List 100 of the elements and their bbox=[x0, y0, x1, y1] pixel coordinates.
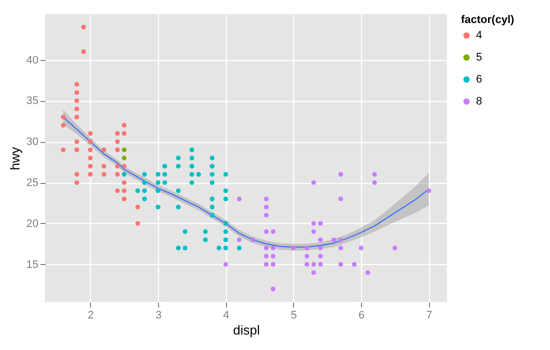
point bbox=[60, 147, 66, 152]
point bbox=[81, 24, 86, 30]
point bbox=[264, 246, 269, 250]
point bbox=[210, 172, 215, 177]
x-tick-label: 7 bbox=[426, 310, 432, 322]
point bbox=[338, 262, 344, 267]
legend-label: 6 bbox=[476, 74, 482, 86]
point bbox=[210, 164, 215, 169]
point bbox=[102, 164, 106, 169]
point bbox=[60, 114, 66, 120]
point bbox=[74, 114, 80, 120]
legend-label: 4 bbox=[476, 30, 482, 42]
point bbox=[270, 262, 276, 267]
point bbox=[190, 172, 194, 177]
point bbox=[88, 164, 93, 169]
point bbox=[264, 254, 269, 259]
point bbox=[122, 156, 127, 160]
point bbox=[156, 172, 160, 177]
point bbox=[210, 180, 215, 185]
point bbox=[291, 246, 296, 250]
point bbox=[304, 254, 310, 259]
point bbox=[223, 237, 228, 242]
point bbox=[311, 180, 316, 185]
point bbox=[318, 262, 323, 267]
point bbox=[264, 262, 269, 267]
point bbox=[236, 246, 242, 250]
point bbox=[182, 246, 188, 250]
point bbox=[352, 262, 357, 267]
x-axis-title: displ bbox=[233, 322, 260, 338]
point bbox=[122, 196, 127, 202]
point bbox=[102, 172, 106, 177]
point bbox=[122, 180, 127, 185]
point bbox=[74, 147, 80, 152]
y-tick-label: 40 bbox=[26, 54, 38, 66]
point bbox=[156, 180, 160, 185]
point bbox=[236, 237, 242, 242]
x-tick-label: 6 bbox=[358, 310, 365, 322]
point bbox=[270, 229, 276, 234]
y-tick-label: 35 bbox=[26, 95, 38, 108]
point bbox=[176, 156, 181, 160]
point bbox=[122, 131, 127, 136]
point bbox=[223, 229, 228, 234]
x-tick-label: 2 bbox=[88, 310, 94, 322]
point bbox=[176, 204, 181, 210]
point bbox=[156, 188, 160, 194]
point bbox=[223, 188, 228, 194]
x-tick-label: 4 bbox=[223, 310, 230, 322]
point bbox=[318, 254, 323, 259]
point bbox=[311, 221, 316, 226]
point bbox=[88, 139, 93, 144]
point bbox=[304, 262, 310, 267]
point bbox=[372, 180, 377, 185]
point bbox=[74, 172, 80, 177]
x-tick-label: 5 bbox=[290, 310, 297, 322]
point bbox=[74, 82, 80, 87]
point bbox=[311, 262, 316, 267]
point bbox=[74, 180, 80, 185]
point bbox=[88, 131, 93, 136]
point bbox=[223, 221, 228, 226]
legend-title: factor(cyl) bbox=[461, 14, 515, 26]
point bbox=[264, 212, 269, 218]
point bbox=[250, 237, 256, 242]
point bbox=[135, 221, 140, 226]
point bbox=[182, 229, 188, 234]
point bbox=[318, 221, 323, 226]
point bbox=[142, 180, 147, 185]
point bbox=[122, 164, 127, 169]
y-tick-label: 25 bbox=[26, 177, 38, 190]
point bbox=[311, 229, 316, 234]
point bbox=[122, 122, 127, 128]
point bbox=[270, 246, 276, 250]
point bbox=[338, 246, 344, 250]
point bbox=[190, 164, 194, 169]
point bbox=[176, 246, 181, 250]
y-tick-label: 15 bbox=[26, 258, 38, 271]
point bbox=[122, 147, 127, 152]
point bbox=[74, 90, 80, 95]
point bbox=[176, 164, 181, 169]
point bbox=[142, 188, 147, 194]
point bbox=[210, 156, 215, 160]
point bbox=[223, 262, 228, 267]
point bbox=[223, 196, 228, 202]
point bbox=[338, 196, 344, 202]
point bbox=[190, 147, 194, 152]
point bbox=[88, 156, 93, 160]
point bbox=[223, 246, 228, 250]
point bbox=[358, 246, 364, 250]
point bbox=[264, 204, 269, 210]
point bbox=[426, 188, 432, 194]
point bbox=[162, 172, 168, 177]
point bbox=[264, 196, 269, 202]
point bbox=[81, 49, 86, 54]
y-tick-label: 20 bbox=[26, 218, 38, 230]
point bbox=[318, 237, 323, 242]
point bbox=[115, 188, 120, 194]
point bbox=[60, 122, 66, 128]
point bbox=[135, 204, 140, 210]
legend-label: 8 bbox=[476, 96, 482, 108]
legend-label: 5 bbox=[476, 52, 482, 64]
point bbox=[115, 131, 120, 136]
